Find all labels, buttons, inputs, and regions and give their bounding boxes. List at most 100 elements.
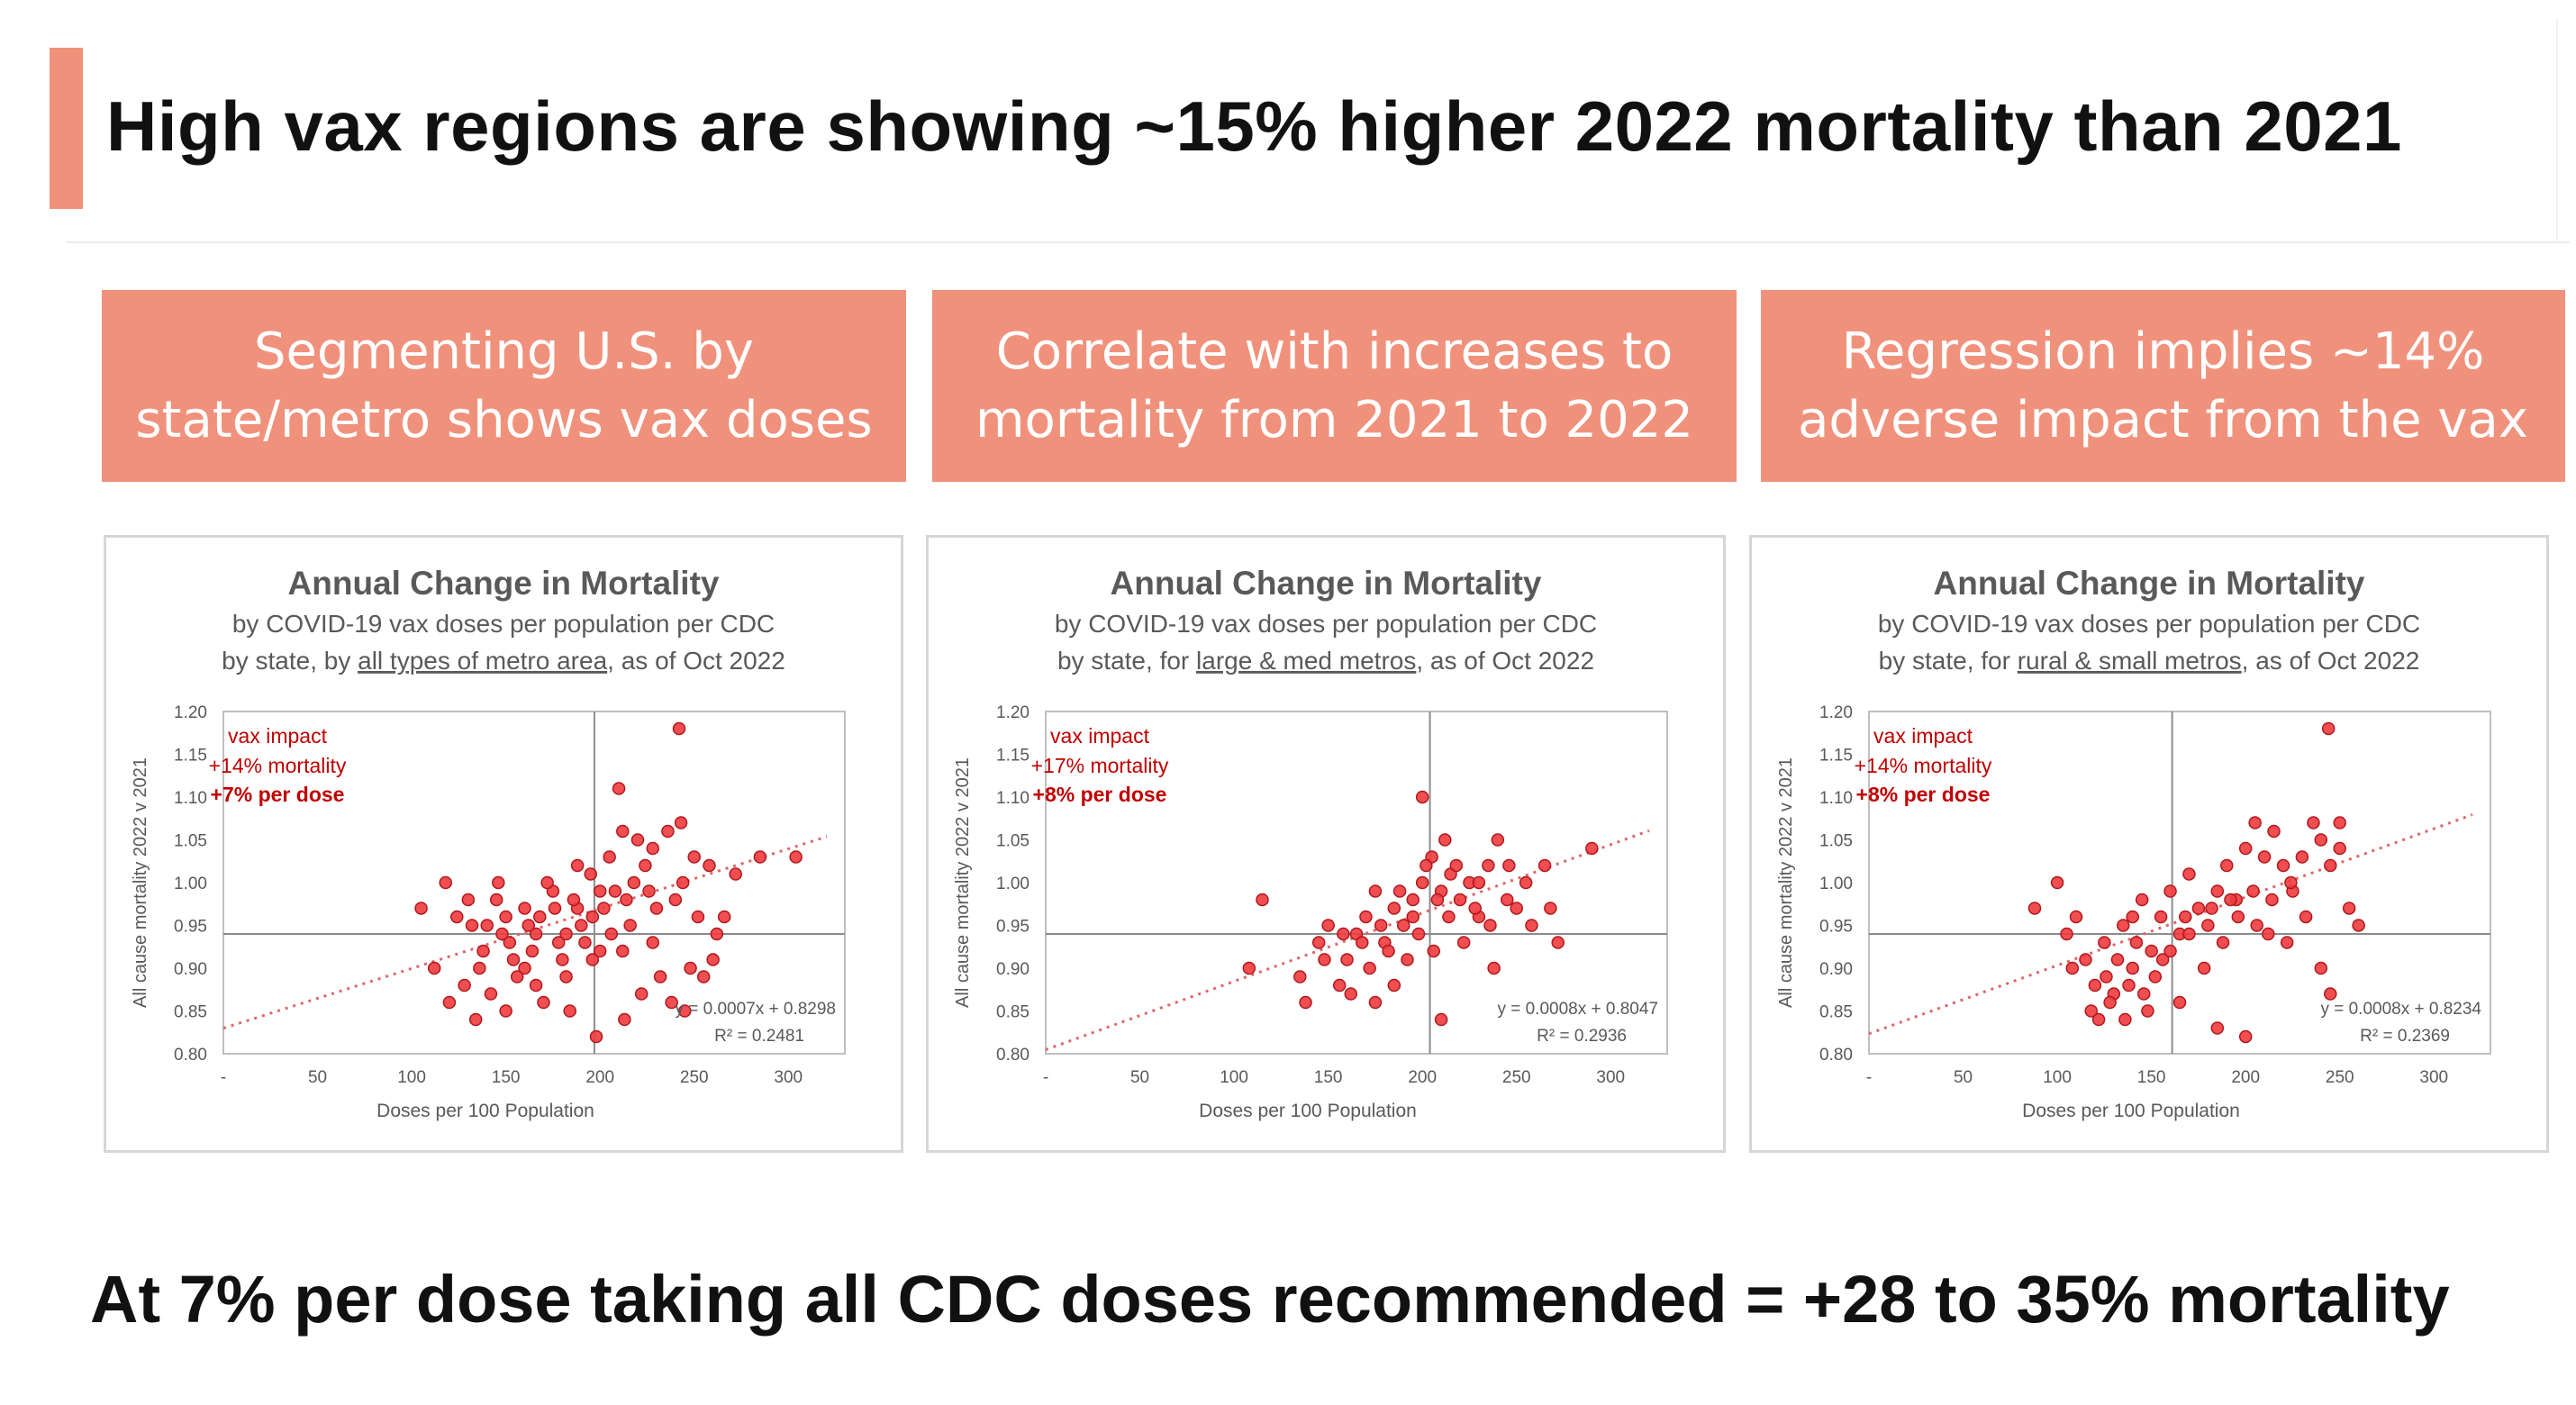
footer-conclusion: At 7% per dose taking all CDC doses reco…	[90, 1262, 2450, 1337]
data-point	[593, 884, 607, 898]
data-point	[503, 936, 517, 949]
regression-r-squared: R² = 0.2369	[2360, 1027, 2450, 1046]
data-point	[672, 721, 686, 736]
data-point	[2060, 927, 2073, 941]
data-point	[495, 927, 509, 941]
scatter-chart-large-med-metros: Annual Change in Mortality by COVID-19 va…	[953, 565, 1668, 1121]
data-point	[674, 816, 688, 829]
data-point	[551, 936, 566, 949]
data-point	[710, 927, 724, 941]
data-point	[2141, 1004, 2154, 1018]
chart-panel-large-med-metros: Annual Change in Mortality by COVID-19 va…	[926, 535, 1726, 1153]
data-point	[518, 961, 531, 975]
data-point	[522, 919, 535, 932]
data-point	[717, 910, 731, 924]
y-axis-label: All cause mortality 2022 v 2021	[1776, 757, 1796, 1008]
subtitle-segment: large & med metros	[1196, 647, 1416, 675]
y-tick-label: 0.85	[1819, 1003, 1853, 1022]
y-tick-label: 0.80	[996, 1046, 1029, 1065]
mortality-impact-label: +14% mortality	[1855, 754, 1992, 777]
data-point	[1356, 936, 1369, 949]
data-point	[2224, 893, 2237, 907]
x-tick-label: 250	[1502, 1068, 1531, 1087]
data-point	[439, 875, 452, 890]
data-point	[1456, 936, 1471, 949]
subtitle-suffix: , as of Oct 2022	[1416, 647, 1594, 675]
data-point	[1311, 936, 1326, 949]
data-point	[1415, 790, 1429, 804]
data-point	[639, 858, 652, 873]
chart-title: Annual Change in Mortality	[1934, 565, 2365, 602]
data-point	[753, 850, 767, 864]
subtitle-segment: rural & small metros	[2018, 647, 2242, 675]
data-point	[2324, 987, 2337, 1001]
x-tick-label: 300	[774, 1068, 803, 1087]
data-point	[1415, 875, 1429, 890]
title-accent-bar	[50, 48, 83, 209]
y-tick-label: 0.95	[1819, 918, 1853, 937]
x-tick-label: 200	[2231, 1068, 2260, 1087]
data-point	[1318, 953, 1331, 966]
data-point	[649, 902, 664, 915]
data-point	[2307, 816, 2320, 829]
data-point	[1585, 841, 1599, 856]
data-point	[2321, 721, 2336, 736]
data-point	[556, 953, 569, 966]
data-point	[665, 995, 678, 1010]
data-point	[2333, 841, 2346, 856]
data-point	[2129, 936, 2144, 949]
data-point	[653, 970, 667, 984]
data-point	[2250, 919, 2263, 932]
y-axis-label: All cause mortality 2022 v 2021	[131, 757, 150, 1008]
data-point	[616, 824, 630, 838]
trend-line	[1868, 813, 2473, 1036]
data-point	[2267, 824, 2281, 838]
x-tick-label: 150	[1314, 1068, 1343, 1087]
y-tick-label: 1.10	[174, 789, 207, 808]
data-point	[1453, 893, 1467, 907]
data-point	[620, 893, 633, 907]
data-point	[2172, 995, 2187, 1010]
data-point	[468, 1012, 483, 1027]
y-tick-label: 1.15	[1819, 747, 1853, 766]
x-tick-label: -	[221, 1068, 226, 1087]
scatter-chart-rural-small-metros: Annual Change in Mortality by COVID-19 va…	[1776, 565, 2491, 1121]
y-tick-label: 0.85	[174, 1003, 207, 1022]
page-title: High vax regions are showing ~15% higher…	[106, 86, 2402, 166]
data-point	[492, 875, 505, 890]
data-point	[2148, 970, 2163, 984]
data-point	[729, 867, 742, 881]
data-point	[1387, 978, 1401, 993]
data-point	[570, 858, 585, 873]
chart-subtitle-detail: by state, for rural & small metros, as o…	[1879, 647, 2420, 675]
data-point	[2314, 833, 2328, 847]
data-point	[2027, 902, 2042, 915]
x-axis-label: Doses per 100 Population	[2022, 1101, 2240, 1121]
subtitle-prefix: by state, by	[222, 647, 358, 675]
vax-impact-label: vax impact	[228, 724, 328, 748]
data-point	[623, 919, 637, 932]
x-tick-label: 200	[585, 1068, 614, 1087]
data-point	[676, 875, 690, 890]
data-point	[1359, 910, 1373, 924]
data-point	[585, 953, 600, 966]
data-point	[2342, 902, 2356, 915]
data-point	[2088, 978, 2102, 993]
data-point	[1344, 987, 1357, 1001]
data-point	[604, 927, 618, 941]
chart-subtitle: by COVID-19 vax doses per population per…	[1055, 610, 1597, 638]
y-tick-label: 1.10	[1819, 789, 1853, 808]
x-tick-label: 50	[1954, 1068, 1973, 1087]
data-point	[489, 893, 503, 907]
data-point	[2154, 910, 2168, 924]
x-tick-label: 100	[397, 1068, 426, 1087]
data-point	[1487, 961, 1501, 975]
vax-impact-label: vax impact	[1050, 724, 1150, 748]
data-point	[1519, 875, 1533, 890]
data-point	[533, 910, 547, 924]
data-point	[668, 893, 683, 907]
data-point	[506, 953, 521, 966]
data-point	[2238, 1029, 2253, 1044]
data-point	[2065, 961, 2080, 975]
x-tick-label: 200	[1408, 1068, 1437, 1087]
